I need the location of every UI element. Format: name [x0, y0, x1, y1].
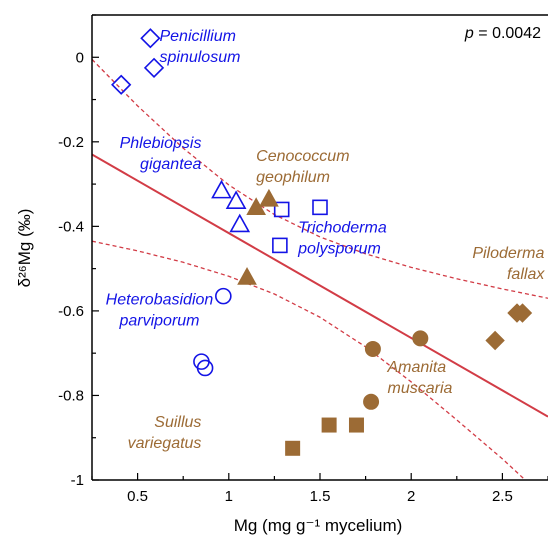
- species-label: Trichoderma polysporum: [297, 220, 387, 258]
- data-point: [140, 28, 161, 49]
- data-point: [412, 330, 429, 347]
- species-label: Phlebiopsis gigantea: [120, 135, 202, 173]
- species-annotations: Penicillium spinulosum Phlebiopsis gigantea…: [106, 28, 546, 452]
- species-label: Piloderma fallax: [472, 245, 545, 283]
- data-point: [225, 190, 247, 209]
- p-value-label: p = 0.0042: [464, 25, 541, 42]
- x-tick-label: 2: [407, 488, 415, 505]
- y-tick-label: -0.4: [58, 218, 84, 235]
- species-label: Amanita muscaria: [386, 359, 452, 397]
- y-axis-title: δ²⁶Mg (‰): [15, 209, 34, 288]
- data-points: [111, 28, 533, 456]
- y-tick-label: -1: [71, 472, 84, 489]
- data-point: [312, 199, 328, 216]
- data-point: [215, 287, 232, 305]
- species-label: Suillus variegatus: [128, 414, 202, 452]
- y-tick-label: -0.6: [58, 303, 84, 320]
- regression-line-group: [92, 153, 548, 418]
- data-point: [143, 57, 165, 78]
- x-tick-label: 2.5: [492, 488, 513, 505]
- data-point: [272, 237, 288, 254]
- x-tick-label: 1: [225, 488, 233, 505]
- species-label: Heterobasidion parviporum: [106, 292, 214, 330]
- data-point: [111, 74, 132, 95]
- y-tick-label: -0.2: [58, 134, 84, 151]
- data-point: [364, 340, 381, 357]
- x-tick-label: 1.5: [310, 488, 331, 505]
- data-point: [285, 440, 301, 456]
- regression-line: [92, 153, 548, 418]
- species-label: Penicillium spinulosum: [159, 28, 240, 66]
- confidence-band: [92, 58, 548, 480]
- x-tick-label: 0.5: [127, 488, 148, 505]
- data-point: [211, 179, 232, 199]
- confidence-band-lower: [92, 240, 527, 480]
- y-tick-label: -0.8: [58, 387, 84, 404]
- data-point: [512, 303, 533, 323]
- data-point: [363, 393, 380, 410]
- data-point: [237, 267, 257, 285]
- data-point: [348, 417, 364, 433]
- data-point: [196, 359, 214, 377]
- axes: 0.5 1 1.5 2 2.5 0 -0.2 -0.4 -0.6 -0.8 -1: [58, 14, 548, 505]
- data-point: [321, 417, 337, 433]
- data-point: [273, 201, 290, 218]
- x-axis-title: Mg (mg g⁻¹ mycelium): [234, 516, 403, 535]
- y-tick-label: 0: [76, 49, 84, 66]
- data-point: [259, 188, 279, 207]
- species-label: Cenococcum geophilum: [256, 148, 349, 186]
- data-point: [229, 213, 251, 233]
- confidence-band-upper: [92, 58, 548, 299]
- data-point: [485, 330, 505, 351]
